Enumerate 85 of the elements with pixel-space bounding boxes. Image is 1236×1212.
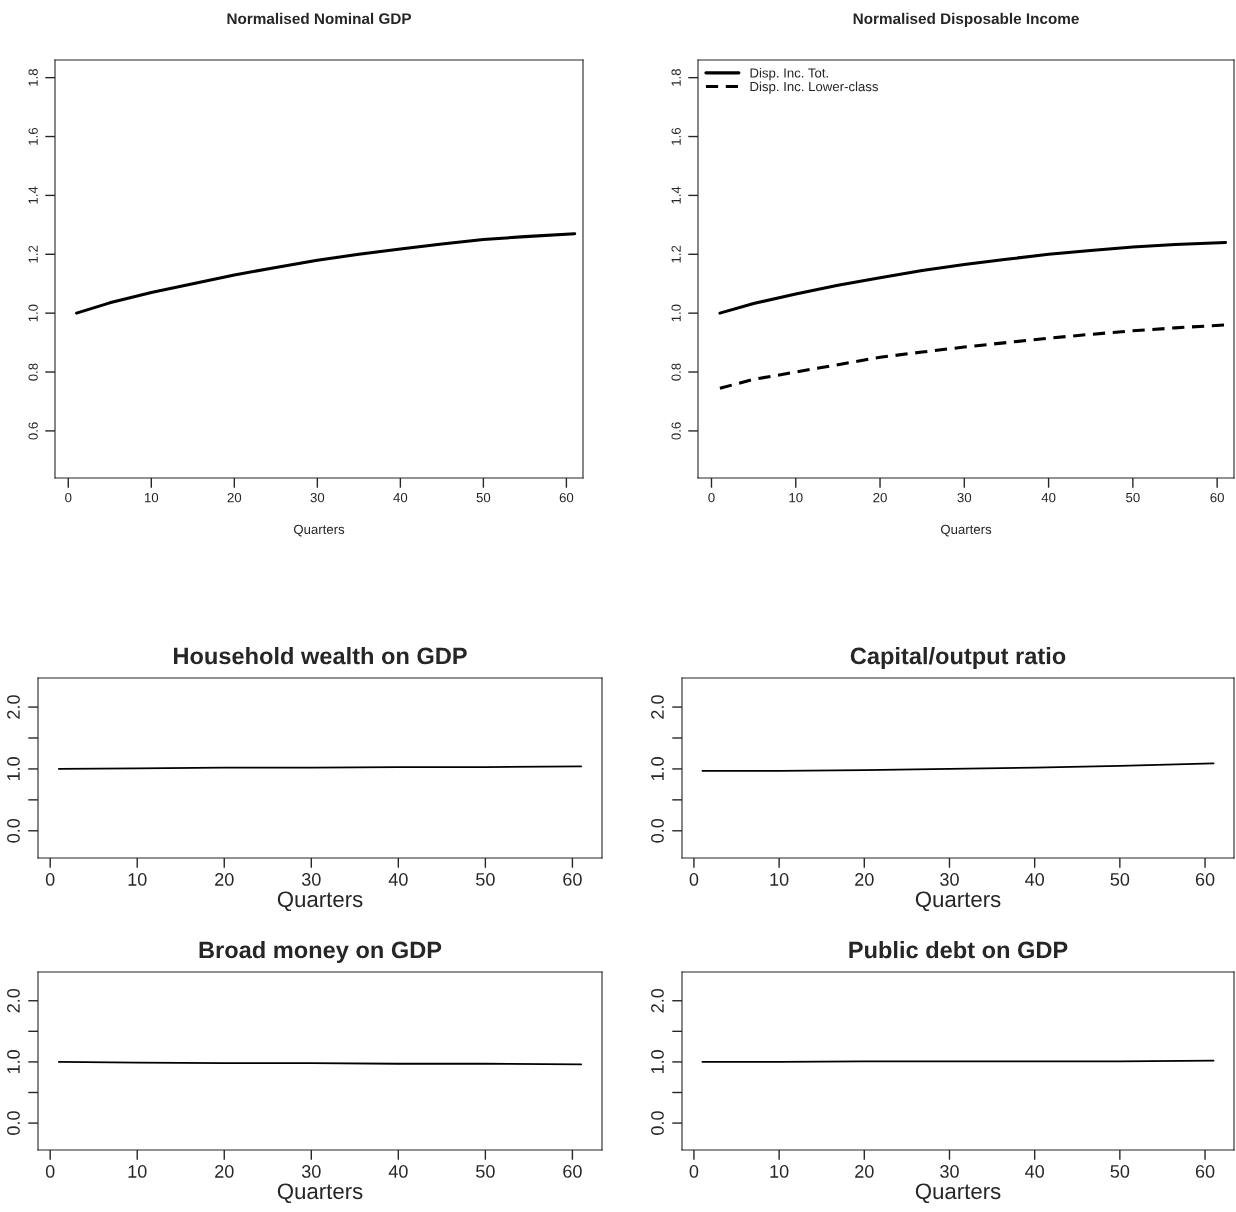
x-tick-label: 10 (770, 1165, 789, 1178)
x-tick-label: 30 (301, 873, 321, 886)
line-series (701, 762, 1215, 772)
y-tick-label: 1.2 (671, 245, 681, 263)
x-tick-label: 20 (227, 492, 242, 503)
x-tick-label: 0 (689, 873, 699, 886)
chart-title: Public debt on GDP (849, 941, 1068, 959)
x-tick-label: 30 (957, 492, 972, 503)
x-tick-label: 20 (215, 873, 234, 886)
x-tick-label: 30 (940, 873, 959, 886)
y-tick-label: 2.0 (7, 988, 20, 1013)
y-tick-label: 0.6 (671, 422, 681, 440)
x-tick-label: 40 (1025, 1165, 1044, 1178)
y-tick-label: 1.4 (28, 186, 38, 204)
y-tick-label: 1.0 (651, 757, 664, 781)
y-tick-label: 1.8 (28, 69, 38, 86)
chart-title: Capital/output ratio (850, 647, 1066, 670)
y-tick-label: 0.6 (28, 422, 38, 440)
x-axis-title: Quarters (940, 524, 992, 537)
y-tick-label: 2.0 (651, 988, 664, 1013)
x-tick-label: 0 (708, 492, 715, 503)
x-tick-label: 0 (45, 873, 55, 886)
x-tick-label: 30 (940, 1165, 959, 1178)
x-axis-title: Quarters (277, 891, 363, 912)
x-tick-label: 60 (563, 1165, 582, 1178)
x-tick-label: 10 (128, 1165, 147, 1178)
x-tick-label: 20 (873, 492, 887, 503)
x-tick-label: 20 (215, 1165, 234, 1178)
x-tick-label: 50 (476, 492, 491, 503)
line-series (75, 232, 577, 315)
x-tick-label: 10 (770, 873, 789, 886)
y-tick-label: 0.0 (651, 1111, 664, 1135)
x-tick-label: 30 (310, 492, 325, 503)
y-tick-label: 0.0 (651, 818, 664, 843)
x-tick-label: 50 (476, 1165, 495, 1178)
chart-title: Broad money on GDP (199, 941, 442, 964)
x-axis-title: Quarters (915, 891, 1001, 912)
x-tick-label: 40 (393, 492, 408, 503)
chart-title: Normalised Disposable Income (853, 12, 1079, 28)
x-tick-label: 50 (1126, 492, 1140, 503)
y-tick-label: 0.0 (7, 818, 20, 843)
x-tick-label: 10 (128, 873, 147, 886)
x-tick-label: 0 (689, 1165, 699, 1178)
x-tick-label: 10 (144, 492, 159, 503)
x-tick-label: 60 (559, 492, 574, 503)
x-axis-title: Quarters (293, 524, 345, 537)
x-tick-label: 50 (476, 873, 495, 886)
x-tick-label: 50 (1110, 1165, 1130, 1178)
x-tick-label: 40 (388, 1165, 408, 1178)
chart-title: Household wealth on GDP (174, 647, 467, 665)
y-tick-label: 1.0 (28, 304, 38, 322)
chart-title: Normalised Nominal GDP (227, 12, 412, 25)
x-tick-label: 30 (301, 1165, 321, 1178)
y-tick-label: 2.0 (651, 695, 664, 719)
y-tick-label: 1.6 (671, 127, 681, 145)
line-series (718, 240, 1228, 315)
x-tick-label: 20 (855, 873, 874, 886)
x-tick-label: 60 (563, 873, 582, 886)
y-tick-label: 2.0 (7, 695, 20, 719)
y-tick-label: 0.0 (7, 1111, 20, 1135)
y-tick-label: 1.2 (28, 245, 38, 263)
y-tick-label: 0.8 (28, 363, 38, 381)
x-axis-title: Quarters (915, 1183, 1001, 1204)
x-tick-label: 40 (1041, 492, 1056, 503)
x-tick-label: 60 (1195, 1165, 1215, 1178)
y-tick-label: 1.6 (28, 127, 38, 145)
x-tick-label: 40 (388, 873, 408, 886)
y-tick-label: 0.8 (671, 363, 681, 381)
y-tick-label: 1.4 (671, 186, 681, 204)
y-tick-label: 1.0 (651, 1050, 664, 1074)
x-tick-label: 20 (855, 1165, 874, 1178)
x-tick-label: 0 (65, 492, 72, 503)
x-tick-label: 10 (789, 492, 803, 503)
y-tick-label: 1.0 (671, 304, 681, 322)
legend-label: Disp. Inc. Tot. (750, 67, 828, 81)
y-tick-label: 1.0 (7, 757, 20, 781)
x-tick-label: 40 (1025, 873, 1044, 886)
x-tick-label: 50 (1110, 873, 1130, 886)
y-tick-label: 1.8 (671, 69, 681, 86)
y-tick-label: 1.0 (7, 1050, 20, 1074)
x-tick-label: 0 (45, 1165, 55, 1178)
x-axis-title: Quarters (277, 1183, 363, 1204)
x-tick-label: 60 (1195, 873, 1215, 886)
legend-label: Disp. Inc. Lower-class (750, 81, 879, 94)
x-tick-label: 60 (1210, 492, 1224, 503)
